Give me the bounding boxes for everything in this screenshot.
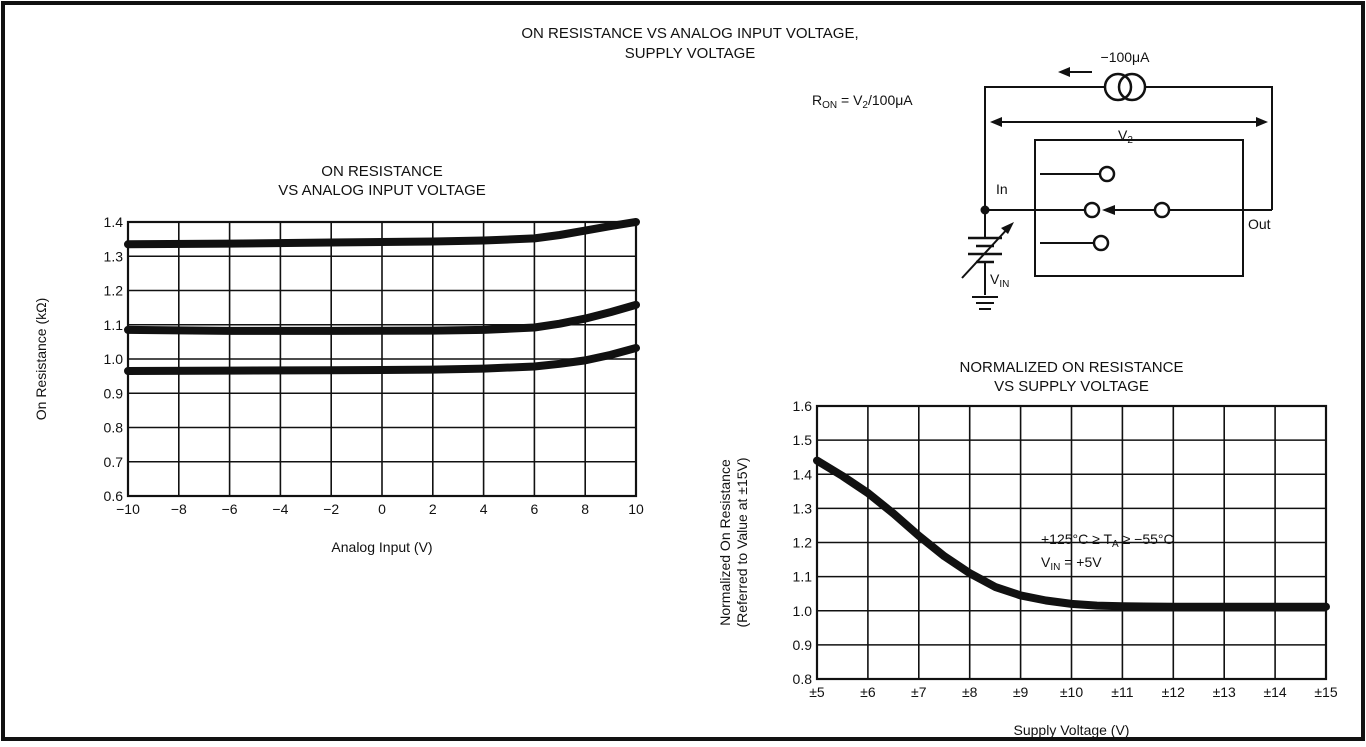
switch-arrow: [1102, 205, 1115, 215]
contact-bottom-terminal: [1092, 234, 1110, 252]
x-tick-label: −4: [272, 501, 288, 517]
chart-normalized-vs-supply: NORMALIZED ON RESISTANCE VS SUPPLY VOLTAG…: [717, 359, 1338, 738]
variable-voltage-source: [961, 210, 1014, 295]
x-tick-label: ±11: [1111, 684, 1133, 700]
x-tick-label: 2: [429, 501, 437, 517]
figure-title-line-2: SUPPLY VOLTAGE: [625, 45, 756, 62]
series-line-3: [124, 344, 640, 375]
chart-title-line-1: ON RESISTANCE: [321, 163, 442, 180]
y-tick-label: 1.0: [104, 351, 124, 367]
y-tick-label: 1.2: [793, 535, 813, 551]
y-tick-label: 1.1: [793, 569, 813, 585]
y-tick-label: 1.4: [793, 466, 813, 482]
x-axis-label: Analog Input (V): [331, 539, 432, 555]
y-tick-label: 0.7: [104, 454, 124, 470]
y-tick-label: 1.6: [793, 398, 813, 414]
x-tick-label: −2: [323, 501, 339, 517]
plot-frame: [126, 220, 638, 498]
y-tick-label: 1.3: [104, 248, 124, 264]
y-tick-label: 1.3: [793, 500, 813, 516]
current-source-label: −100μA: [1101, 49, 1151, 65]
x-tick-label: 0: [378, 501, 386, 517]
x-tick-label: ±6: [860, 684, 876, 700]
chart-title-line-2: VS ANALOG INPUT VOLTAGE: [278, 182, 486, 199]
chart-on-resistance-vs-input: ON RESISTANCE VS ANALOG INPUT VOLTAGE −10 −…: [33, 163, 644, 555]
wire-left-top: [984, 86, 1105, 210]
x-tick-label: ±9: [1013, 684, 1029, 700]
y-tick-label: 0.6: [104, 488, 124, 504]
x-tick-label: −8: [171, 501, 187, 517]
y-tick-label: 0.8: [104, 420, 124, 436]
y-tick-label: 1.1: [104, 317, 124, 333]
v2-label: V2: [1118, 127, 1133, 146]
y-axis-label-line-1: Normalized On Resistance: [717, 459, 733, 626]
chart-title-line-1: NORMALIZED ON RESISTANCE: [960, 359, 1184, 376]
x-tick-label: 6: [531, 501, 539, 517]
y-tick-label: 1.5: [793, 432, 813, 448]
ground-symbol: [972, 296, 998, 310]
y-tick-label: 1.2: [104, 283, 124, 299]
chart-title-line-2: VS SUPPLY VOLTAGE: [994, 378, 1149, 395]
in-label: In: [996, 181, 1008, 197]
figure-title-line-1: ON RESISTANCE VS ANALOG INPUT VOLTAGE,: [521, 25, 858, 42]
x-tick-label: ±13: [1213, 684, 1236, 700]
v2-arrow-left: [990, 117, 1002, 127]
plot-frame: [815, 404, 1328, 681]
x-tick-label: ±12: [1162, 684, 1185, 700]
switch-package-outline: [1034, 139, 1244, 277]
contact-top-terminal: [1098, 165, 1116, 183]
x-tick-label: ±15: [1314, 684, 1337, 700]
current-arrowhead: [1058, 67, 1070, 77]
y-tick-label: 1.4: [104, 214, 124, 230]
series-line-2: [124, 300, 640, 335]
x-tick-label: ±14: [1263, 684, 1286, 700]
switch-output-terminal: [1153, 201, 1171, 219]
vin-annotation: VIN = +5V: [1041, 554, 1102, 573]
x-tick-label: −10: [116, 501, 140, 517]
x-tick-label: 10: [628, 501, 644, 517]
wire-right-top: [1145, 86, 1273, 210]
vin-label: VIN: [990, 271, 1009, 290]
y-tick-label: 1.0: [793, 603, 813, 619]
x-tick-label: 8: [581, 501, 589, 517]
v2-arrow-right: [1256, 117, 1268, 127]
y-axis-label-line-1: On Resistance (kΩ): [33, 298, 49, 421]
x-tick-label: ±5: [809, 684, 825, 700]
out-label: Out: [1248, 216, 1271, 232]
x-tick-label: ±10: [1060, 684, 1083, 700]
series-line-1: [813, 456, 1330, 611]
current-source-symbol: [1103, 72, 1147, 102]
x-tick-label: ±8: [962, 684, 978, 700]
series-line-1: [124, 218, 640, 249]
y-tick-label: 0.8: [793, 671, 813, 687]
x-tick-label: 4: [480, 501, 488, 517]
switch-input-terminal: [1083, 201, 1101, 219]
x-tick-label: −6: [222, 501, 238, 517]
ron-formula: RON = V2/100μA: [812, 92, 913, 111]
test-circuit-diagram: RON = V2/100μA −100μA V2 In Out: [812, 49, 1273, 310]
x-axis-label: Supply Voltage (V): [1014, 722, 1130, 738]
y-axis-label-line-2: (Referred to Value at ±15V): [734, 457, 750, 627]
y-tick-label: 0.9: [793, 637, 813, 653]
temperature-range-annotation: +125°C ≥ TA ≥ −55°C: [1041, 531, 1174, 550]
x-tick-label: ±7: [911, 684, 927, 700]
y-tick-label: 0.9: [104, 385, 124, 401]
